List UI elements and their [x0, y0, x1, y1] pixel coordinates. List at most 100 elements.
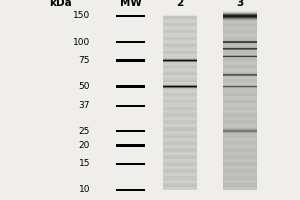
- Bar: [223, 183, 257, 185]
- Bar: [163, 150, 197, 152]
- Bar: [223, 86, 257, 87]
- Bar: [163, 156, 197, 158]
- Bar: [163, 50, 197, 51]
- Bar: [163, 65, 197, 66]
- Bar: [223, 76, 257, 77]
- Bar: [163, 34, 197, 35]
- Bar: [163, 143, 197, 145]
- Bar: [223, 79, 257, 81]
- Text: 2: 2: [176, 0, 184, 8]
- Bar: [163, 135, 197, 137]
- Bar: [163, 51, 197, 52]
- Bar: [223, 74, 257, 75]
- Bar: [163, 19, 197, 20]
- Bar: [223, 91, 257, 92]
- Bar: [223, 94, 257, 96]
- Bar: [223, 169, 257, 171]
- Bar: [223, 59, 257, 61]
- Bar: [223, 39, 257, 40]
- Bar: [223, 188, 257, 189]
- Bar: [163, 56, 197, 57]
- Bar: [163, 140, 197, 141]
- Bar: [223, 72, 257, 74]
- Bar: [163, 53, 197, 54]
- Bar: [163, 136, 197, 138]
- Bar: [223, 189, 257, 190]
- Bar: [223, 56, 257, 57]
- Bar: [163, 32, 197, 33]
- Bar: [163, 63, 197, 64]
- Bar: [223, 100, 257, 102]
- Bar: [163, 128, 197, 130]
- Bar: [223, 79, 257, 80]
- Bar: [223, 64, 257, 65]
- Bar: [163, 188, 197, 189]
- Bar: [163, 122, 197, 124]
- Bar: [223, 11, 257, 12]
- Bar: [163, 166, 197, 167]
- Bar: [163, 146, 197, 147]
- Bar: [223, 106, 257, 107]
- Bar: [223, 162, 257, 163]
- Bar: [223, 158, 257, 159]
- Bar: [163, 31, 197, 33]
- Bar: [163, 127, 197, 128]
- Bar: [223, 86, 257, 88]
- Bar: [163, 96, 197, 97]
- Bar: [163, 94, 197, 96]
- Bar: [223, 16, 257, 18]
- Bar: [223, 134, 257, 135]
- Bar: [163, 159, 197, 160]
- Bar: [163, 138, 197, 139]
- Bar: [163, 118, 197, 119]
- Bar: [223, 31, 257, 33]
- Bar: [223, 148, 257, 149]
- Bar: [223, 96, 257, 97]
- Bar: [223, 47, 257, 48]
- Bar: [163, 120, 197, 122]
- Bar: [163, 141, 197, 142]
- Bar: [223, 87, 257, 89]
- Bar: [163, 79, 197, 81]
- Bar: [223, 150, 257, 152]
- Bar: [223, 24, 257, 26]
- Bar: [223, 30, 257, 32]
- Bar: [223, 90, 257, 91]
- Bar: [223, 50, 257, 51]
- Bar: [223, 78, 257, 79]
- Bar: [163, 113, 197, 114]
- Bar: [223, 122, 257, 124]
- Bar: [223, 140, 257, 141]
- Bar: [223, 22, 257, 23]
- Bar: [223, 126, 257, 127]
- Bar: [223, 20, 257, 21]
- Bar: [223, 164, 257, 166]
- Bar: [163, 115, 197, 117]
- Bar: [223, 172, 257, 173]
- Bar: [223, 187, 257, 188]
- Bar: [163, 158, 197, 159]
- Bar: [223, 151, 257, 152]
- Bar: [223, 54, 257, 55]
- Bar: [223, 99, 257, 100]
- Bar: [223, 16, 257, 190]
- Bar: [163, 88, 197, 89]
- Bar: [223, 135, 257, 137]
- Bar: [223, 63, 257, 64]
- Bar: [163, 183, 197, 185]
- Bar: [223, 65, 257, 67]
- Bar: [116, 144, 145, 147]
- Bar: [163, 76, 197, 77]
- Bar: [223, 62, 257, 63]
- Bar: [223, 66, 257, 68]
- Bar: [163, 59, 197, 61]
- Bar: [163, 134, 197, 135]
- Bar: [223, 123, 257, 124]
- Bar: [163, 163, 197, 165]
- Bar: [163, 183, 197, 184]
- Bar: [223, 105, 257, 106]
- Bar: [163, 116, 197, 117]
- Bar: [163, 16, 197, 18]
- Bar: [223, 182, 257, 183]
- Bar: [223, 93, 257, 94]
